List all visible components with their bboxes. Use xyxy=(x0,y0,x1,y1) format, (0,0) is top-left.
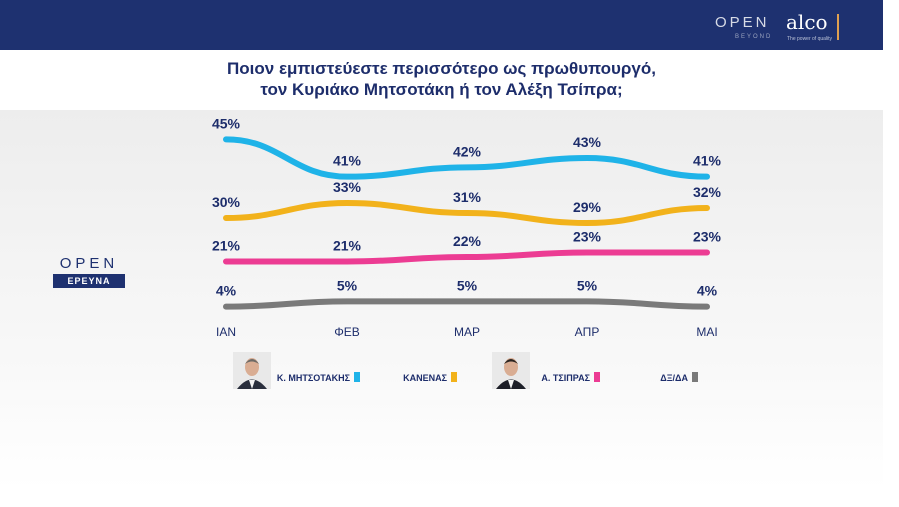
open-beyond-tagline: BEYOND xyxy=(735,34,773,40)
data-label-dxda-1: 5% xyxy=(337,277,358,293)
x-tick-label-4: ΜΑΙ xyxy=(696,325,717,339)
data-label-mitsotakis-0: 45% xyxy=(212,115,241,131)
tsipras-photo xyxy=(492,352,530,389)
legend-swatch-mitsotakis xyxy=(354,372,360,382)
data-label-mitsotakis-4: 41% xyxy=(693,153,722,169)
data-label-kanenas-2: 31% xyxy=(453,189,482,205)
alco-logo: alco xyxy=(786,10,828,34)
chart-title-block: Ποιον εμπιστεύεστε περισσότερο ως πρωθυπ… xyxy=(0,58,883,100)
x-tick-label-2: ΜΑΡ xyxy=(454,325,480,339)
legend-swatch-kanenas xyxy=(451,372,457,382)
data-label-dxda-0: 4% xyxy=(216,283,237,299)
legend-swatch-dxda xyxy=(692,372,698,382)
legend: Κ. ΜΗΤΣΟΤΑΚΗΣ ΚΑΝΕΝΑΣ Α. ΤΣΙΠΡΑΣ ΔΞ/ΔΑ xyxy=(233,352,698,389)
series-lines xyxy=(223,136,710,310)
chart-subtitle: τον Κυριάκο Μητσοτάκη ή τον Αλέξη Τσίπρα… xyxy=(260,80,623,99)
data-label-tsipras-3: 23% xyxy=(573,229,602,245)
x-tick-label-3: ΑΠΡ xyxy=(575,325,600,339)
data-label-kanenas-0: 30% xyxy=(212,194,241,210)
mitsotakis-photo xyxy=(233,352,271,389)
open-beyond-logo: OPEN xyxy=(715,14,770,31)
x-tick-label-1: ΦΕΒ xyxy=(334,325,360,339)
data-label-tsipras-2: 22% xyxy=(453,233,482,249)
open-ereuna-logo-open: OPEN xyxy=(59,255,119,272)
data-label-kanenas-4: 32% xyxy=(693,184,722,200)
data-label-mitsotakis-2: 42% xyxy=(453,143,482,159)
legend-label-tsipras: Α. ΤΣΙΠΡΑΣ xyxy=(541,373,590,383)
alco-tagline: The power of quality xyxy=(787,36,833,42)
top-bar: OPEN BEYOND alco The power of quality xyxy=(0,0,883,50)
data-label-kanenas-3: 29% xyxy=(573,199,602,215)
data-label-tsipras-4: 23% xyxy=(693,229,722,245)
legend-label-mitsotakis: Κ. ΜΗΤΣΟΤΑΚΗΣ xyxy=(277,373,351,383)
x-tick-label-0: ΙΑΝ xyxy=(216,325,236,339)
series-line-tsipras xyxy=(223,249,710,265)
data-labels: 45% 41% 42% 43% 41% 30% 33% 31% 29% 32% 21% 21% 22% 2… xyxy=(212,115,722,298)
data-label-mitsotakis-3: 43% xyxy=(573,134,602,150)
data-label-kanenas-1: 33% xyxy=(333,179,362,195)
legend-swatch-tsipras xyxy=(594,372,600,382)
x-axis-ticks: ΙΑΝ ΦΕΒ ΜΑΡ ΑΠΡ ΜΑΙ xyxy=(216,325,718,339)
open-ereuna-logo: OPEN ΕΡΕΥΝΑ xyxy=(53,256,125,288)
series-line-mitsotakis xyxy=(223,136,710,180)
legend-label-dxda: ΔΞ/ΔΑ xyxy=(660,373,688,383)
open-ereuna-logo-ereuna: ΕΡΕΥΝΑ xyxy=(53,274,125,288)
legend-label-kanenas: ΚΑΝΕΝΑΣ xyxy=(403,373,448,383)
series-line-dxda xyxy=(223,298,710,310)
chart-title: Ποιον εμπιστεύεστε περισσότερο ως πρωθυπ… xyxy=(227,59,656,78)
logo-divider xyxy=(837,14,839,40)
data-label-dxda-3: 5% xyxy=(577,277,598,293)
series-line-kanenas xyxy=(223,199,710,227)
data-label-dxda-2: 5% xyxy=(457,277,478,293)
data-label-dxda-4: 4% xyxy=(697,283,718,299)
data-label-tsipras-1: 21% xyxy=(333,238,362,254)
data-label-tsipras-0: 21% xyxy=(212,238,241,254)
data-label-mitsotakis-1: 41% xyxy=(333,153,362,169)
line-chart: 45% 41% 42% 43% 41% 30% 33% 31% 29% 32% 21% 21% 22% 2… xyxy=(212,115,722,389)
